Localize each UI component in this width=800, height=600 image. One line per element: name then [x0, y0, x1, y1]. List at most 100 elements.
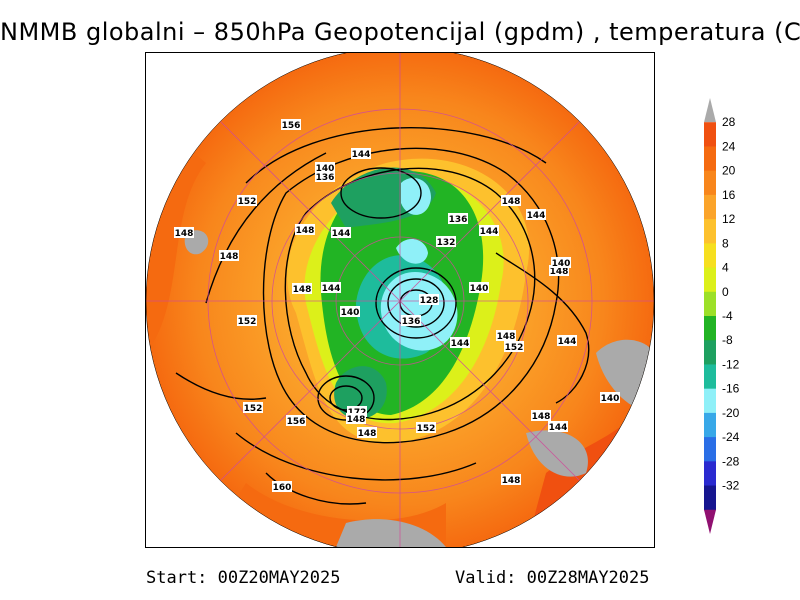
contour-label: 152 [238, 197, 257, 207]
colorbar-segment [704, 243, 716, 269]
contour-label-bg [600, 392, 620, 403]
colorbar-segment [704, 509, 716, 534]
contour-label: 140 [341, 308, 360, 318]
colorbar-tick-label: -24 [722, 430, 740, 444]
colorbar-segment [704, 170, 716, 196]
valid-time: Valid: 00Z28MAY2025 [455, 568, 650, 588]
contour-label-bg [501, 195, 521, 206]
contour-label-bg [286, 415, 306, 426]
colorbar-tick-label: 28 [722, 115, 736, 129]
contour-label-bg [504, 341, 524, 352]
contour-label-bg [237, 315, 257, 326]
contour-label: 144 [480, 227, 499, 237]
contour-label: 140 [601, 394, 620, 404]
contour-label-bg [469, 282, 489, 293]
contour-label-bg [450, 337, 470, 348]
contour-label-bg [416, 422, 436, 433]
contour-label-bg [531, 410, 551, 421]
contour-label: 144 [527, 211, 546, 221]
contour-label-bg [295, 224, 315, 235]
contour-label: 148 [293, 285, 312, 295]
colorbar-segment [704, 340, 716, 365]
colorbar-tick-label: -32 [722, 479, 740, 493]
contour-label: 148 [502, 197, 521, 207]
colorbar-tick-label: 12 [722, 212, 736, 226]
contour-label-bg [419, 294, 439, 305]
colorbar-tick-label: -8 [722, 333, 733, 347]
contour-label: 148 [502, 476, 521, 486]
contour-label-bg [174, 227, 194, 238]
contour-label: 148 [220, 252, 239, 262]
contour-label: 148 [358, 429, 377, 439]
contour-label-bg [292, 283, 312, 294]
colorbar-segment [704, 291, 716, 317]
contour-label-bg [315, 171, 335, 182]
contour-label: 152 [244, 404, 263, 414]
colorbar-segment [704, 388, 716, 414]
contour-label: 144 [352, 150, 371, 160]
contour-label: 136 [402, 317, 421, 327]
start-time: Start: 00Z20MAY2025 [146, 568, 341, 588]
contour-label-bg [321, 282, 341, 293]
contour-label: 140 [316, 164, 335, 174]
colorbar-tick-label: 0 [722, 285, 729, 299]
contour-label: 144 [558, 337, 577, 347]
contour-label: 148 [532, 412, 551, 422]
colorbar-segment [704, 146, 716, 172]
contour-label: 140 [470, 284, 489, 294]
contour-label-bg [272, 481, 292, 492]
contour-label-bg [549, 265, 569, 276]
colorbar-segment [704, 412, 716, 438]
contour-label-bg [436, 236, 456, 247]
contour-label-bg [243, 402, 263, 413]
valid-value: 00Z28MAY2025 [526, 568, 650, 588]
start-label: Start: [146, 568, 208, 588]
contour-label: 148 [296, 226, 315, 236]
contour-label: 144 [451, 339, 470, 349]
contour-label-bg [331, 227, 351, 238]
colorbar-tick-label: 4 [722, 261, 729, 275]
contour-label: 140 [552, 259, 571, 269]
colorbar-segment [704, 485, 716, 511]
colorbar-tick-label: -28 [722, 454, 740, 468]
temperature-colorbar: 28 24 20 16 12 8 4 0 -4 -8 -12 -16 -20 -24 -28 -32 [700, 98, 760, 534]
colorbar-tick-label: -16 [722, 382, 740, 396]
contour-label-bg [401, 315, 421, 326]
colorbar-segment [704, 364, 716, 390]
colorbar-canvas: 28 24 20 16 12 8 4 0 -4 -8 -12 -16 -20 -24 -28 -32 [704, 98, 740, 534]
colorbar-segment [704, 122, 716, 147]
contour-label: 148 [550, 267, 569, 277]
contour-label-bg [357, 427, 377, 438]
contour-label-bg [557, 335, 577, 346]
contour-label-bg [496, 330, 516, 341]
start-value: 00Z20MAY2025 [217, 568, 341, 588]
colorbar-tick-label: 20 [722, 164, 736, 178]
contour-label: 136 [449, 215, 468, 225]
contour-label: 148 [347, 415, 366, 425]
contour-label: 156 [287, 417, 306, 427]
colorbar-tick-label: -20 [722, 406, 740, 420]
contour-label: 144 [322, 284, 341, 294]
polar-map: 156 144 140 136 152 148 148 144 148 144 136 132 144 1… [145, 52, 655, 548]
colorbar-segment [704, 316, 716, 341]
colorbar-segment [704, 437, 716, 462]
contour-label-bg [479, 225, 499, 236]
colorbar-tick-label: -12 [722, 357, 740, 371]
contour-label-bg [237, 195, 257, 206]
contour-label-bg [219, 250, 239, 261]
colorbar-segment [704, 267, 716, 293]
contour-label: 128 [420, 296, 439, 306]
contour-label-bg [548, 421, 568, 432]
colorbar-tick-label: 16 [722, 188, 736, 202]
colorbar-segment [704, 194, 716, 220]
contour-label-bg [501, 474, 521, 485]
contour-label-bg [315, 162, 335, 173]
chart-title: NMMB globalni – 850hPa Geopotencijal (gp… [0, 18, 800, 46]
colorbar-tick-label: 24 [722, 139, 736, 153]
colorbar-tick-label: 8 [722, 236, 729, 250]
contour-label: 136 [316, 173, 335, 183]
contour-label: 152 [417, 424, 436, 434]
contour-label-bg [281, 119, 301, 130]
